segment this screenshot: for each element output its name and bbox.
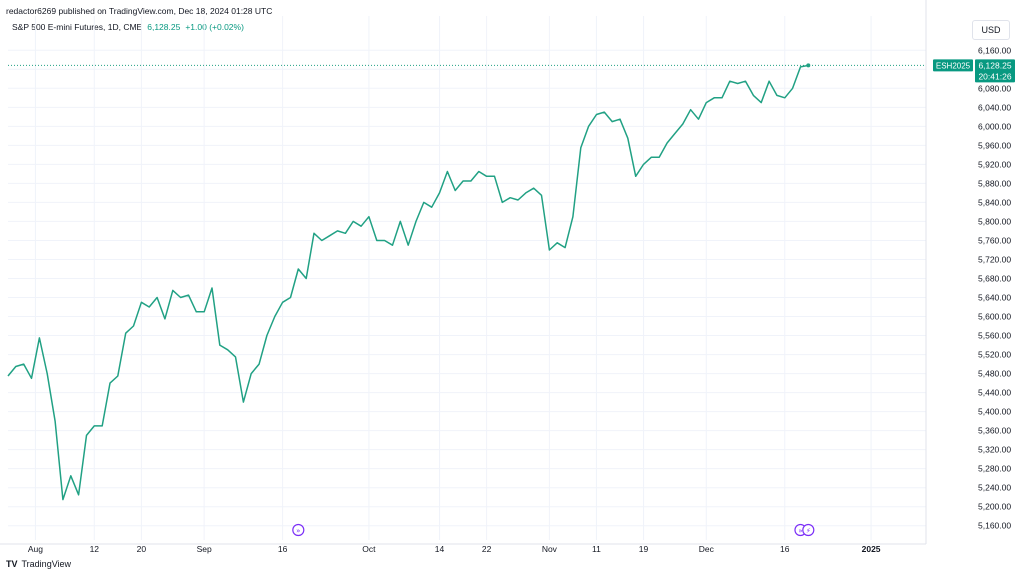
y-tick-label: 5,720.00 <box>978 254 1011 264</box>
x-tick-label: Aug <box>28 544 43 554</box>
x-tick-label: Sep <box>197 544 212 554</box>
y-tick-label: 5,600.00 <box>978 312 1011 322</box>
brand-name: TradingView <box>21 559 72 569</box>
event-marker-label: » <box>296 527 300 535</box>
x-tick-label: 19 <box>639 544 649 554</box>
x-tick-label: 2025 <box>862 544 881 554</box>
symbol-legend: S&P 500 E-mini Futures, 1D, CME 6,128.25… <box>12 22 244 32</box>
event-marker-label: » <box>798 527 802 535</box>
x-tick-label: Dec <box>699 544 715 554</box>
y-tick-label: 5,840.00 <box>978 197 1011 207</box>
tradingview-logo-icon: TV <box>6 559 18 569</box>
y-tick-label: 5,360.00 <box>978 426 1011 436</box>
y-tick-label: 5,160.00 <box>978 521 1011 531</box>
x-tick-label: 12 <box>90 544 100 554</box>
footer-brand: TV TradingView <box>6 559 71 569</box>
price-series-line[interactable] <box>7 64 809 501</box>
y-tick-label: 6,080.00 <box>978 83 1011 93</box>
y-tick-label: 5,960.00 <box>978 140 1011 150</box>
y-tick-label: 5,640.00 <box>978 293 1011 303</box>
bar-countdown: 20:41:26 <box>978 71 1011 81</box>
event-marker-icon[interactable] <box>292 523 305 537</box>
x-tick-label: 16 <box>780 544 790 554</box>
y-tick-label: 6,040.00 <box>978 102 1011 112</box>
currency-button[interactable]: USD <box>972 20 1010 40</box>
y-tick-label: 5,280.00 <box>978 464 1011 474</box>
x-tick-label: 22 <box>482 544 492 554</box>
y-tick-label: 5,520.00 <box>978 350 1011 360</box>
y-tick-label: 5,400.00 <box>978 407 1011 417</box>
symbol-tag: ESH2025 <box>936 61 971 70</box>
price-label-bg <box>975 59 1015 83</box>
symbol-tag-bg <box>933 59 973 72</box>
y-tick-label: 6,000.00 <box>978 121 1011 131</box>
x-tick-label: 20 <box>137 544 147 554</box>
event-marker-icon[interactable] <box>802 523 815 537</box>
last-price-point <box>806 63 811 68</box>
x-tick-label: Nov <box>542 544 558 554</box>
y-tick-label: 5,800.00 <box>978 216 1011 226</box>
y-tick-label: 5,680.00 <box>978 273 1011 283</box>
y-tick-label: 5,920.00 <box>978 159 1011 169</box>
x-tick-label: Oct <box>362 544 376 554</box>
event-marker-label: ⚡ <box>806 527 811 535</box>
symbol-name[interactable]: S&P 500 E-mini Futures, 1D, CME <box>12 22 143 32</box>
publisher-header: redactor6269 published on TradingView.co… <box>6 6 273 16</box>
y-tick-label: 5,440.00 <box>978 388 1011 398</box>
y-tick-label: 5,480.00 <box>978 369 1011 379</box>
price-change: +1.00 (+0.02%) <box>185 22 244 32</box>
y-tick-label: 5,760.00 <box>978 235 1011 245</box>
price-axis-label: 6,128.25 <box>978 60 1011 70</box>
last-price: 6,128.25 <box>147 22 181 32</box>
y-tick-label: 5,560.00 <box>978 331 1011 341</box>
y-tick-label: 5,200.00 <box>978 502 1011 512</box>
y-tick-label: 5,880.00 <box>978 178 1011 188</box>
y-tick-label: 5,320.00 <box>978 445 1011 455</box>
y-tick-label: 5,240.00 <box>978 483 1011 493</box>
x-tick-label: 14 <box>435 544 445 554</box>
x-tick-label: 11 <box>592 544 601 554</box>
x-tick-label: 16 <box>278 544 288 554</box>
y-tick-label: 6,160.00 <box>978 45 1011 55</box>
